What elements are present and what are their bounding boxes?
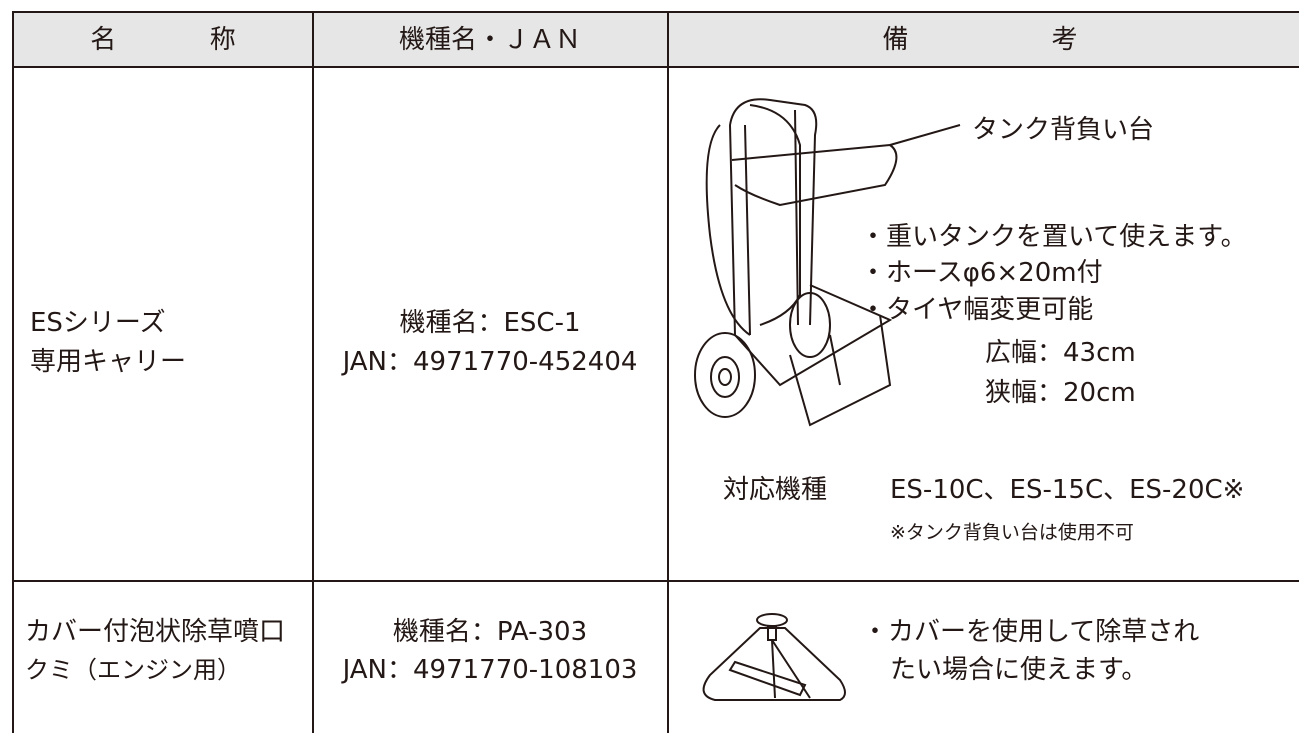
header-background <box>12 12 1299 66</box>
cart-illustration <box>694 98 961 427</box>
border <box>12 66 1299 68</box>
header-cell: 機種名・ＪＡＮ <box>398 25 582 55</box>
product-name: クミ（エンジン用） <box>25 656 241 684</box>
product-name: ESシリーズ <box>30 308 166 338</box>
model: 機種名：ESC-1 <box>399 308 581 338</box>
nozzle-illustration <box>702 613 846 701</box>
border <box>12 580 1299 582</box>
width-spec: 広幅：43cm <box>985 338 1136 368</box>
bullet: ・ホースφ6×20m付 <box>860 258 1103 288</box>
border <box>312 11 314 733</box>
product-name: カバー付泡状除草噴口 <box>25 617 286 647</box>
width-spec: 狭幅：20cm <box>985 378 1136 408</box>
footnote: ※タンク背負い台は使用不可 <box>890 521 1134 544</box>
compatible-models: ES-10C、ES-15C、ES-20C※ <box>890 475 1245 505</box>
bullet: ・カバーを使用して除草され <box>862 617 1200 647</box>
callout-label: タンク背負い台 <box>972 115 1155 145</box>
jan: JAN：4971770-452404 <box>342 347 638 377</box>
border <box>12 11 1299 13</box>
bullet: たい場合に使えます。 <box>890 655 1148 685</box>
product-name: 専用キャリー <box>30 347 187 377</box>
border <box>667 11 669 733</box>
bullet: ・重いタンクを置いて使えます。 <box>860 222 1247 252</box>
compatible-label: 対応機種 <box>723 475 828 505</box>
border <box>12 11 14 733</box>
bullet: ・タイヤ幅変更可能 <box>860 295 1094 325</box>
jan: JAN：4971770-108103 <box>342 655 638 685</box>
model: 機種名：PA-303 <box>392 617 588 647</box>
header-cell: 備考 <box>882 25 1221 55</box>
header-cell: 名称 <box>90 25 330 55</box>
